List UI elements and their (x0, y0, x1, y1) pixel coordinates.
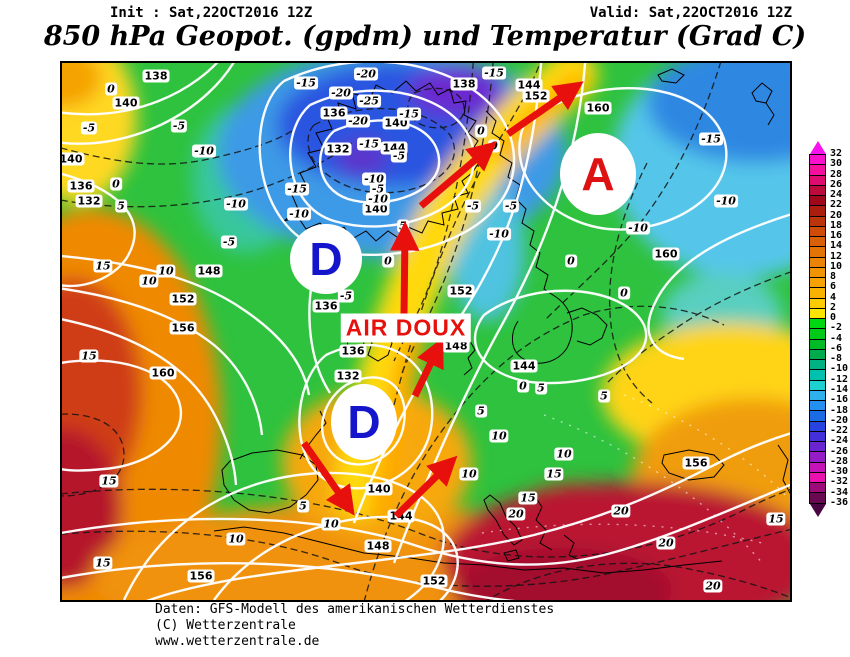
colorbar-cell (810, 206, 825, 217)
colorbar-tick: -18 (830, 404, 849, 416)
colorbar-cell (810, 370, 825, 381)
colorbar-cell (810, 339, 825, 350)
colorbar-tick: -32 (830, 476, 849, 488)
colorbar-tick: -36 (830, 496, 849, 508)
colorbar-cell (810, 431, 825, 442)
colorbar-cell (810, 237, 825, 248)
colorbar-cell (810, 216, 825, 227)
colorbar-tick: -6 (830, 342, 843, 354)
colorbar-cell (810, 308, 825, 319)
colorbar-tick: -4 (830, 332, 843, 344)
colorbar-tick: 2 (830, 301, 837, 313)
colorbar-cell (810, 360, 825, 371)
colorbar-tick: -8 (830, 353, 843, 365)
colorbar-tick: -34 (830, 486, 849, 498)
colorbar-cell (810, 390, 825, 401)
colorbar-cell (810, 278, 825, 289)
colorbar-tick: -26 (830, 445, 849, 457)
colorbar-tick: 28 (830, 168, 843, 180)
colorbar-tick: 6 (830, 281, 837, 293)
colorbar-tick: 30 (830, 158, 843, 170)
page-title: 850 hPa Geopot. (gpdm) und Temperatur (G… (43, 21, 807, 52)
colorbar-cell (810, 462, 825, 473)
colorbar-cell (810, 155, 825, 166)
colorbar-arrow-up-icon (809, 141, 826, 154)
colorbar-cell (810, 226, 825, 237)
temperature-colorbar: 32 30 28 26 24 22 20 18 16 14 12 10 8 6 4 2 0 -2 -4 -6 -8 -10… (809, 141, 848, 517)
colorbar-cell (810, 349, 825, 360)
colorbar-tick: 32 (830, 148, 843, 159)
colorbar-tick: -28 (830, 455, 849, 467)
temperature-field (62, 63, 790, 600)
colorbar-cell (810, 329, 825, 340)
colorbar-tick: -30 (830, 466, 849, 478)
colorbar-tick: 12 (830, 250, 843, 262)
colorbar-tick: -16 (830, 394, 849, 406)
valid-timestamp: Valid: Sat,22OCT2016 12Z (589, 5, 792, 21)
colorbar-tick: -24 (830, 435, 849, 447)
colorbar-tick: -22 (830, 425, 849, 437)
colorbar-tick: 0 (830, 312, 837, 324)
colorbar-cell (810, 247, 825, 258)
colorbar-tick: -20 (830, 414, 849, 426)
colorbar-ticks: 32 30 28 26 24 22 20 18 16 14 12 10 8 6 4 2 0 -2 -4 -6 -8 -10… (809, 141, 849, 521)
colorbar-cells (809, 154, 826, 504)
colorbar-tick: 14 (830, 240, 843, 252)
colorbar-cell (810, 493, 825, 503)
init-timestamp: Init : Sat,22OCT2016 12Z (110, 5, 313, 21)
colorbar-tick: -14 (830, 383, 849, 395)
colorbar-cell (810, 401, 825, 412)
colorbar-cell (810, 472, 825, 483)
colorbar-cell (810, 257, 825, 268)
colorbar-tick: 8 (830, 271, 837, 283)
colorbar-tick: 16 (830, 230, 843, 242)
colorbar-tick: 10 (830, 260, 843, 272)
footer-copyright: (C) Wetterzentrale (155, 618, 296, 633)
colorbar-cell (810, 196, 825, 207)
colorbar-cell (810, 175, 825, 186)
colorbar-tick: -12 (830, 373, 849, 385)
colorbar-tick: 4 (830, 291, 837, 303)
colorbar-tick: -2 (830, 322, 843, 334)
weather-map: 138 140 140 136 132 136 140 132 144 140 138 144 152 1… (60, 61, 792, 602)
colorbar-tick: 24 (830, 189, 843, 201)
colorbar-cell (810, 288, 825, 299)
colorbar-cell (810, 421, 825, 432)
colorbar-cell (810, 442, 825, 453)
colorbar-cell (810, 380, 825, 391)
colorbar-cell (810, 185, 825, 196)
colorbar-tick: 18 (830, 219, 843, 231)
colorbar-cell (810, 298, 825, 309)
colorbar-cell (810, 319, 825, 330)
colorbar-cell (810, 483, 825, 494)
footer-website: www.wetterzentrale.de (155, 634, 320, 649)
colorbar-tick: 22 (830, 199, 843, 211)
colorbar-cell (810, 267, 825, 278)
colorbar-cell (810, 411, 825, 422)
colorbar-tick: -10 (830, 363, 849, 375)
geopotential-contours (62, 63, 790, 600)
colorbar-cell (810, 165, 825, 176)
footer-data-source: Daten: GFS-Modell des amerikanischen Wet… (155, 602, 555, 617)
colorbar-cell (810, 452, 825, 463)
colorbar-arrow-down-icon (809, 503, 826, 517)
colorbar-tick: 20 (830, 209, 843, 221)
colorbar-tick: 26 (830, 178, 843, 190)
